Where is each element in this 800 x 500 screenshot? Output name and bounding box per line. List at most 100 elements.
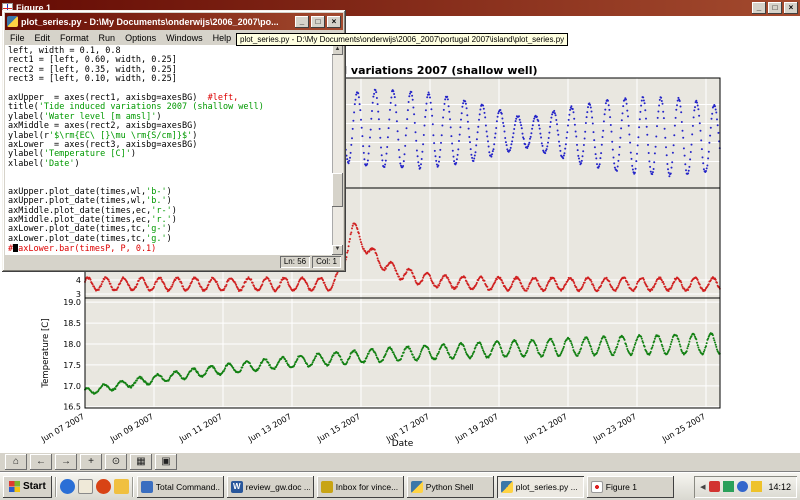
taskbar-clock: 14:12 (768, 481, 791, 492)
code-line: axLower.plot_date(times,tc,'g.') (8, 233, 172, 244)
taskbar-button[interactable]: Inbox for vince... (316, 475, 404, 498)
code-area[interactable]: left, width = 0.1, 0.8 rect1 = [left, 0.6… (5, 45, 332, 255)
minimize-button[interactable]: _ (752, 2, 766, 14)
quick-launch (59, 479, 129, 494)
close-button[interactable]: × (327, 15, 341, 28)
matplotlib-icon (590, 480, 603, 493)
taskbar-button[interactable]: Total Command... (136, 475, 224, 498)
x-tick-label: Jun 07 2007 (39, 412, 86, 444)
scrollbar-thumb[interactable] (332, 172, 343, 207)
code-line: axUpper.plot_date(times,wl,'b-') (8, 186, 172, 197)
scrollbar-track[interactable] (332, 55, 343, 245)
task-label: Python Shell (425, 481, 474, 492)
code-line: ylabel('Water level [m amsl]') (8, 111, 162, 122)
editor-titlebar[interactable]: plot_series.py - D:\My Documents\onderwi… (5, 13, 343, 30)
tray-icons (709, 481, 763, 492)
tray-collapse-icon[interactable]: ◀ (700, 483, 706, 491)
y-tick-label: 17.0 (63, 382, 81, 391)
panel-border (84, 297, 721, 409)
menu-format[interactable]: Format (60, 32, 89, 43)
media-player-icon[interactable] (95, 479, 111, 494)
task-label: Inbox for vince... (335, 481, 399, 492)
forward-icon[interactable]: → (55, 454, 77, 470)
task-buttons: Total Command... review_gw.doc ... Inbox f… (136, 475, 674, 498)
status-line: Ln: 56 (279, 256, 311, 268)
code-line: axLower = axes(rect3, axisbg=axesBG) (8, 139, 198, 150)
figure-window-buttons: _ □ × (752, 2, 798, 14)
menu-edit[interactable]: Edit (34, 32, 51, 43)
tray-icon-1[interactable] (709, 481, 721, 492)
task-label: Total Command... (155, 481, 220, 492)
scroll-down-icon[interactable]: ▼ (332, 245, 343, 255)
y-tick-label: 19.0 (63, 298, 81, 307)
python-icon (410, 480, 423, 493)
close-button[interactable]: × (784, 2, 798, 14)
series-tc (84, 332, 721, 395)
date-axis-label: Date (391, 439, 414, 449)
code-line: title('Tide induced variations 2007 (sha… (8, 102, 264, 113)
code-line: # axLower.bar(timesP, P, 0.1) (8, 244, 157, 255)
code-line: rect2 = [left, 0.35, width, 0.25] (8, 64, 177, 75)
maximize-button[interactable]: □ (768, 2, 782, 14)
code-line: rect3 = [left, 0.10, width, 0.25] (8, 74, 177, 85)
start-button[interactable]: Start (3, 475, 52, 498)
code-line: axMiddle.plot_date(times,ec,'r.') (8, 215, 177, 226)
windows-flag-icon (9, 481, 20, 492)
menu-options[interactable]: Options (125, 32, 157, 43)
save-icon[interactable]: ▣ (155, 454, 177, 470)
task-label: review_gw.doc ... (245, 481, 310, 492)
taskbar-button[interactable]: Python Shell (406, 475, 494, 498)
editor-window-buttons: _ □ × (295, 15, 341, 28)
zoom-icon[interactable]: ⊙ (105, 454, 127, 470)
explorer-icon[interactable] (113, 479, 129, 494)
editor-scrollbar[interactable]: ▲ ▼ (332, 45, 343, 255)
back-icon[interactable]: ← (30, 454, 52, 470)
outlook-icon (320, 480, 333, 493)
minimize-button[interactable]: _ (295, 15, 309, 28)
code-line (8, 169, 332, 178)
tray-icon-4[interactable] (751, 481, 763, 492)
code-line: xlabel('Date') (8, 158, 80, 169)
y-tick-label: 16.5 (63, 403, 81, 412)
tooltip: plot_series.py - D:\My Documents\onderwi… (236, 33, 569, 46)
maximize-button[interactable]: □ (311, 15, 325, 28)
word-icon (230, 480, 243, 493)
scroll-up-icon[interactable]: ▲ (332, 45, 343, 55)
editor-body: left, width = 0.1, 0.8 rect1 = [left, 0.6… (5, 45, 343, 255)
editor-title: plot_series.py - D:\My Documents\onderwi… (21, 16, 279, 27)
menu-run[interactable]: Run (98, 32, 116, 43)
code-line: axMiddle.plot_date(times,ec,'r-') (8, 205, 177, 216)
menu-help[interactable]: Help (212, 32, 232, 43)
y-tick-label: 4 (76, 276, 81, 285)
y-tick-label: 17.5 (63, 361, 81, 370)
y-tick-label: 18.5 (63, 319, 81, 328)
python-icon (500, 480, 513, 493)
tray-icon-3[interactable] (737, 481, 749, 492)
taskbar-button[interactable]: review_gw.doc ... (226, 475, 314, 498)
task-label: Figure 1 (605, 481, 637, 492)
figure-title: Figure 1 (16, 3, 52, 13)
home-icon[interactable]: ⌂ (5, 454, 27, 470)
menu-windows[interactable]: Windows (166, 32, 203, 43)
ie-icon[interactable] (59, 479, 75, 494)
matplotlib-toolbar: ⌂ ← → + ⊙ ▦ ▣ (0, 452, 800, 472)
tray-icon-2[interactable] (723, 481, 735, 492)
taskbar-button[interactable]: Figure 1 (586, 475, 674, 498)
text-cursor (13, 244, 19, 253)
code-line: axMiddle = axes(rect2, axisbg=axesBG) (8, 121, 198, 132)
code-line: left, width = 0.1, 0.8 (8, 46, 121, 56)
subplots-icon[interactable]: ▦ (130, 454, 152, 470)
y-tick-label: 3 (76, 290, 81, 299)
taskbar-button[interactable]: plot_series.py ... (496, 475, 584, 498)
start-label: Start (23, 481, 46, 492)
show-desktop-icon[interactable] (77, 479, 93, 494)
system-tray: ◀ 14:12 (694, 476, 797, 498)
taskbar-separator (54, 476, 57, 497)
pan-icon[interactable]: + (80, 454, 102, 470)
code-line: axUpper = axes(rect1, axisbg=axesBG) #le… (8, 92, 239, 103)
y-tick-label: 18.0 (63, 340, 81, 349)
taskbar-separator (131, 476, 134, 497)
status-col: Col: 1 (312, 256, 341, 268)
taskbar: Start Total Command... review_gw.doc ... I… (0, 472, 800, 500)
menu-file[interactable]: File (10, 32, 25, 43)
